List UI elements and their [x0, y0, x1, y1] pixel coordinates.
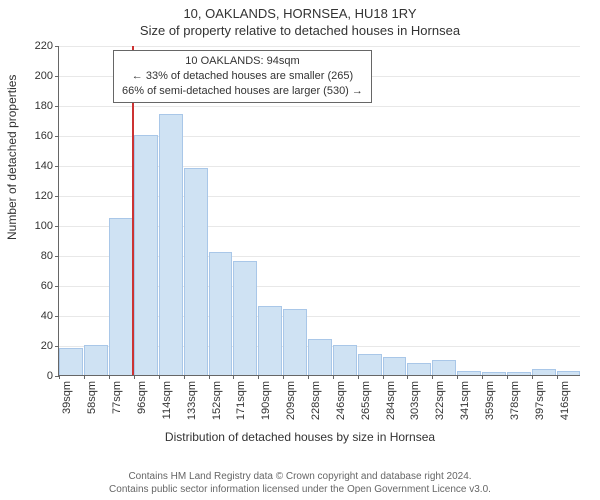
xtick-label: 284sqm [385, 381, 397, 420]
xtick-label: 96sqm [136, 381, 148, 414]
ytick-label: 80 [41, 250, 59, 262]
xtick-mark [209, 375, 210, 379]
xtick-mark [233, 375, 234, 379]
xtick-mark [258, 375, 259, 379]
histogram-bar [407, 363, 431, 375]
histogram-bar [532, 369, 556, 375]
ytick-label: 120 [35, 190, 59, 202]
x-axis-label: Distribution of detached houses by size … [0, 430, 600, 444]
xtick-label: 190sqm [260, 381, 272, 420]
xtick-mark [407, 375, 408, 379]
ytick-label: 220 [35, 40, 59, 52]
histogram-bar [482, 372, 506, 375]
chart-container: Number of detached properties 0204060801… [0, 40, 600, 440]
page-subtitle: Size of property relative to detached ho… [0, 21, 600, 38]
footer-line-2: Contains public sector information licen… [0, 483, 600, 496]
page-title: 10, OAKLANDS, HORNSEA, HU18 1RY [0, 0, 600, 21]
xtick-mark [84, 375, 85, 379]
histogram-bar [358, 354, 382, 375]
histogram-bar [159, 114, 183, 375]
xtick-label: 397sqm [534, 381, 546, 420]
ytick-label: 20 [41, 340, 59, 352]
xtick-label: 58sqm [86, 381, 98, 414]
annotation-line-2: ← 33% of detached houses are smaller (26… [122, 69, 363, 84]
xtick-label: 246sqm [335, 381, 347, 420]
xtick-mark [557, 375, 558, 379]
xtick-label: 341sqm [459, 381, 471, 420]
xtick-label: 171sqm [235, 381, 247, 420]
xtick-mark [333, 375, 334, 379]
xtick-mark [283, 375, 284, 379]
xtick-mark [532, 375, 533, 379]
ytick-label: 100 [35, 220, 59, 232]
xtick-mark [383, 375, 384, 379]
xtick-label: 265sqm [360, 381, 372, 420]
xtick-label: 39sqm [61, 381, 73, 414]
histogram-bar [283, 309, 307, 375]
xtick-mark [134, 375, 135, 379]
xtick-mark [184, 375, 185, 379]
xtick-mark [308, 375, 309, 379]
ytick-label: 60 [41, 280, 59, 292]
xtick-label: 77sqm [111, 381, 123, 414]
xtick-mark [358, 375, 359, 379]
histogram-bar [432, 360, 456, 375]
histogram-bar [383, 357, 407, 375]
xtick-mark [507, 375, 508, 379]
histogram-bar [507, 372, 531, 375]
y-axis-label: Number of detached properties [5, 75, 19, 240]
histogram-bar [84, 345, 108, 375]
xtick-label: 228sqm [310, 381, 322, 420]
histogram-bar [184, 168, 208, 375]
ytick-label: 0 [47, 370, 59, 382]
plot-area: 02040608010012014016018020022039sqm58sqm… [58, 46, 580, 376]
histogram-bar [109, 218, 133, 376]
xtick-mark [109, 375, 110, 379]
ytick-label: 40 [41, 310, 59, 322]
annotation-box: 10 OAKLANDS: 94sqm ← 33% of detached hou… [113, 50, 372, 103]
histogram-bar [557, 371, 581, 376]
histogram-bar [258, 306, 282, 375]
footer-line-1: Contains HM Land Registry data © Crown c… [0, 470, 600, 483]
xtick-label: 209sqm [285, 381, 297, 420]
xtick-mark [432, 375, 433, 379]
xtick-mark [159, 375, 160, 379]
gridline [59, 46, 580, 47]
annotation-line-1: 10 OAKLANDS: 94sqm [122, 54, 363, 69]
gridline [59, 106, 580, 107]
histogram-bar [209, 252, 233, 375]
xtick-label: 152sqm [211, 381, 223, 420]
histogram-bar [308, 339, 332, 375]
xtick-mark [457, 375, 458, 379]
ytick-label: 160 [35, 130, 59, 142]
xtick-label: 114sqm [161, 381, 173, 419]
xtick-mark [59, 375, 60, 379]
xtick-label: 322sqm [434, 381, 446, 420]
ytick-label: 180 [35, 100, 59, 112]
ytick-label: 140 [35, 160, 59, 172]
xtick-label: 416sqm [559, 381, 571, 420]
histogram-bar [59, 348, 83, 375]
histogram-bar [333, 345, 357, 375]
xtick-label: 133sqm [186, 381, 198, 420]
histogram-bar [134, 135, 158, 375]
footer-attribution: Contains HM Land Registry data © Crown c… [0, 470, 600, 496]
xtick-label: 359sqm [484, 381, 496, 420]
annotation-line-3: 66% of semi-detached houses are larger (… [122, 84, 363, 99]
xtick-mark [482, 375, 483, 379]
xtick-label: 303sqm [409, 381, 421, 420]
xtick-label: 378sqm [509, 381, 521, 420]
histogram-bar [233, 261, 257, 375]
ytick-label: 200 [35, 70, 59, 82]
histogram-bar [457, 371, 481, 376]
